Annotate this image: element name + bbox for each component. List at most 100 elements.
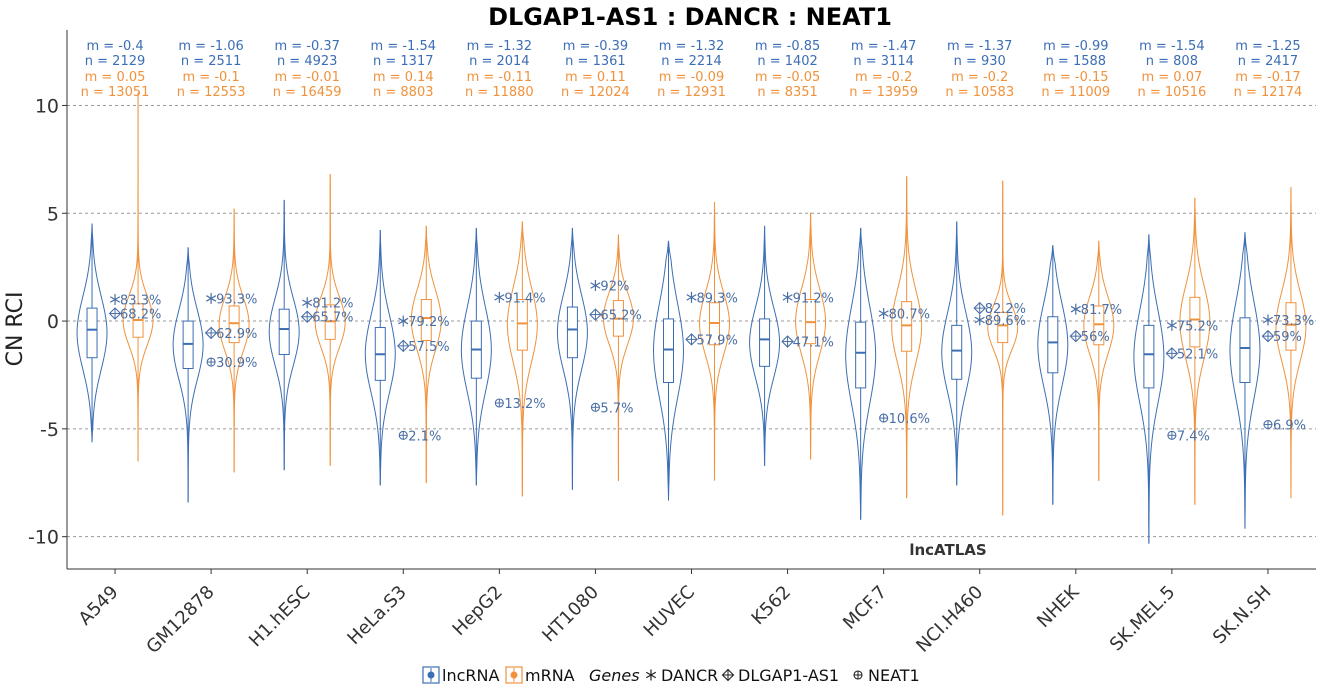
gene-marker-dlgap1-as1 bbox=[589, 308, 602, 321]
y-tick-label: 10 bbox=[35, 95, 59, 117]
stat-m-lncrna: m = -1.37 bbox=[947, 39, 1012, 54]
gene-marker-dlgap1-as1 bbox=[781, 335, 794, 348]
violin-outline bbox=[122, 92, 154, 462]
violin-group-mrna bbox=[314, 173, 346, 467]
stat-m-mrna: m = 0.05 bbox=[85, 70, 146, 85]
x-tick-label: HT1080 bbox=[538, 582, 603, 647]
gene-percent-label-dlgap1-as1: 82.2% bbox=[985, 302, 1026, 317]
stat-m-lncrna: m = -0.37 bbox=[274, 39, 339, 54]
asterisk-stroke bbox=[398, 317, 409, 325]
violin-group-mrna bbox=[218, 208, 250, 473]
stat-n-lncrna: n = 2014 bbox=[469, 54, 529, 69]
stat-n-mrna: n = 12024 bbox=[561, 85, 630, 100]
legend: lncRNA mRNA Genes DANCR DLGAP1-AS1 NEAT1 bbox=[422, 666, 920, 685]
gene-marker-neat1 bbox=[494, 398, 504, 408]
stat-n-mrna: n = 10583 bbox=[945, 85, 1014, 100]
stat-n-lncrna: n = 2129 bbox=[85, 54, 145, 69]
violin-group-mrna bbox=[122, 92, 154, 462]
violin-group-mrna bbox=[1179, 197, 1211, 505]
x-tick-label: H1.hESC bbox=[245, 582, 315, 652]
violin-group-lncrna bbox=[76, 223, 108, 443]
gene-marker-dancr bbox=[974, 314, 985, 326]
box bbox=[278, 308, 290, 355]
asterisk-stroke bbox=[878, 310, 889, 317]
violin-group-mrna bbox=[987, 180, 1019, 516]
gene-marker-dlgap1-as1 bbox=[204, 326, 218, 340]
stat-m-mrna: m = -0.2 bbox=[855, 70, 912, 85]
y-axis-label: CN RCI bbox=[3, 292, 28, 367]
gene-percent-label-dlgap1-as1: 59% bbox=[1273, 330, 1302, 345]
gene-percent-label-dlgap1-as1: 52.1% bbox=[1177, 347, 1218, 362]
gene-marker-dancr bbox=[1070, 303, 1081, 315]
stat-n-mrna: n = 11880 bbox=[465, 85, 534, 100]
violin-group-mrna bbox=[1275, 186, 1307, 499]
gene-marker-dlgap1-as1 bbox=[973, 301, 987, 315]
gene-marker-neat1 bbox=[879, 413, 889, 423]
stat-m-lncrna: m = -1.54 bbox=[371, 39, 436, 54]
gene-marker-dlgap1-as1 bbox=[396, 339, 410, 353]
violin-outline bbox=[268, 199, 300, 471]
stat-m-lncrna: m = -1.32 bbox=[659, 39, 724, 54]
box bbox=[997, 311, 1009, 344]
gene-percent-label-dlgap1-as1: 56% bbox=[1081, 330, 1110, 345]
stat-n-mrna: n = 13051 bbox=[81, 85, 150, 100]
gene-marker-dancr bbox=[1166, 319, 1177, 331]
gene-percent-label-dancr: 91.2% bbox=[793, 291, 834, 306]
stat-m-lncrna: m = -1.32 bbox=[467, 39, 532, 54]
x-tick-label: NCI.H460 bbox=[912, 582, 987, 657]
x-tick-label: SK.N.SH bbox=[1209, 582, 1276, 649]
stat-n-mrna: n = 10516 bbox=[1138, 85, 1207, 100]
stat-m-lncrna: m = -0.39 bbox=[563, 39, 628, 54]
legend-item-lncrna: lncRNA bbox=[422, 666, 499, 685]
gene-percent-label-neat1: 6.9% bbox=[1273, 419, 1306, 434]
x-tick-label: GM12878 bbox=[142, 582, 218, 658]
gene-percent-label-dancr: 92% bbox=[600, 279, 629, 294]
gene-percent-label-dlgap1-as1: 47.1% bbox=[793, 336, 834, 351]
violin-group-lncrna bbox=[941, 221, 973, 486]
legend-label-mrna: mRNA bbox=[525, 666, 575, 685]
violin-group-mrna bbox=[1083, 240, 1115, 482]
stat-n-lncrna: n = 2417 bbox=[1238, 54, 1298, 69]
violin-outline bbox=[506, 221, 538, 497]
gene-marker-dancr bbox=[878, 308, 889, 320]
watermark-text: lncATLAS bbox=[909, 541, 986, 559]
gene-marker-dlgap1-as1 bbox=[1165, 347, 1179, 360]
stat-m-lncrna: m = -1.54 bbox=[1139, 39, 1204, 54]
box bbox=[1047, 316, 1059, 374]
stat-m-mrna: m = 0.11 bbox=[565, 70, 626, 85]
x-tick-label: HUVEC bbox=[640, 582, 699, 641]
gene-marker-neat1 bbox=[590, 402, 600, 412]
violin-group-mrna bbox=[602, 234, 634, 482]
legend-symbol-neat1 bbox=[853, 670, 863, 680]
gene-marker-neat1 bbox=[206, 357, 216, 367]
asterisk-stroke bbox=[206, 295, 217, 302]
box bbox=[228, 305, 240, 344]
box bbox=[566, 306, 578, 359]
violin-group-lncrna bbox=[364, 230, 396, 486]
violin-group-lncrna bbox=[556, 227, 588, 491]
x-tick-label: NHEK bbox=[1033, 581, 1084, 632]
box bbox=[901, 301, 913, 352]
box bbox=[951, 324, 963, 380]
gene-percent-label-neat1: 2.1% bbox=[408, 429, 441, 444]
box bbox=[1189, 296, 1201, 348]
stat-n-lncrna: n = 808 bbox=[1146, 54, 1198, 69]
violin-outline bbox=[845, 227, 877, 520]
gene-percent-label-dancr: 93.3% bbox=[216, 292, 257, 307]
violin-outline bbox=[1229, 232, 1261, 529]
stat-n-mrna: n = 8351 bbox=[757, 85, 817, 100]
box bbox=[759, 318, 771, 367]
asterisk-stroke bbox=[302, 299, 313, 307]
asterisk-stroke bbox=[1262, 316, 1274, 324]
gene-percent-label-dlgap1-as1: 65.7% bbox=[312, 311, 353, 326]
gene-percent-label-dlgap1-as1: 57.5% bbox=[408, 340, 449, 355]
gene-marker-dancr bbox=[686, 291, 697, 303]
box bbox=[1093, 305, 1105, 346]
gene-marker-dlgap1-as1 bbox=[685, 333, 698, 346]
gene-marker-neat1 bbox=[1263, 419, 1273, 430]
gene-percent-label-dancr: 91.4% bbox=[504, 291, 545, 306]
box bbox=[516, 299, 528, 351]
asterisk-stroke bbox=[109, 296, 121, 303]
